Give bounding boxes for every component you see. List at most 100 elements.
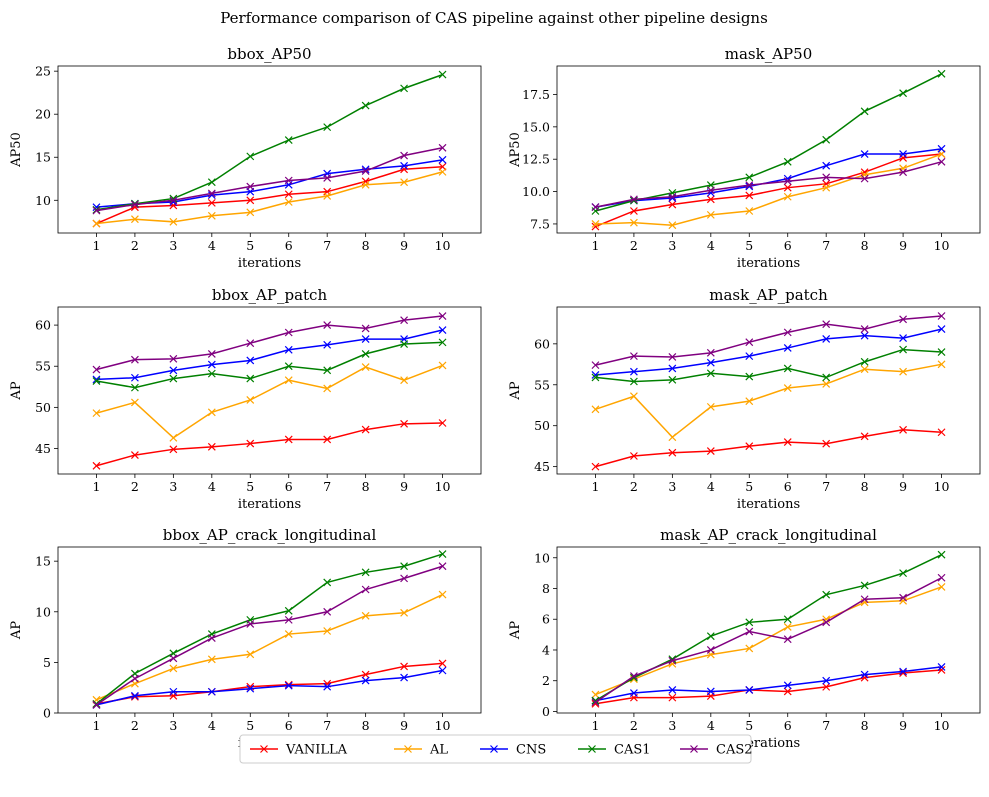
data-point-cns	[323, 340, 332, 349]
x-tick-label: 9	[400, 238, 408, 253]
data-point-vanilla	[361, 177, 370, 186]
data-point-cas1	[92, 377, 101, 385]
legend-marker	[404, 745, 412, 753]
data-point-cas2	[668, 353, 677, 361]
data-point-cns	[207, 360, 216, 369]
data-point-cns	[822, 335, 831, 343]
data-point-cns	[783, 681, 792, 690]
data-point-cas2	[860, 174, 869, 183]
x-tick-label: 1	[591, 238, 599, 253]
series-line-cas1	[95, 553, 443, 705]
data-point-vanilla	[361, 670, 370, 679]
x-tick-label: 10	[934, 479, 950, 494]
data-point-al	[323, 627, 332, 635]
data-point-vanilla	[822, 682, 831, 691]
x-tick-label: 10	[435, 718, 451, 733]
y-axis-label: AP50	[9, 132, 24, 168]
data-point-vanilla	[438, 659, 447, 668]
data-point-al	[668, 221, 677, 230]
x-tick-label: 5	[745, 718, 753, 733]
data-point-cas1	[822, 373, 831, 382]
x-axis-label: iterations	[737, 497, 800, 512]
y-tick-label: 50	[534, 418, 550, 433]
data-point-vanilla	[783, 687, 792, 696]
data-point-vanilla	[169, 445, 178, 454]
y-axis-label: AP	[9, 381, 24, 400]
x-tick-label: 2	[630, 238, 638, 253]
data-point-cns	[284, 345, 293, 354]
data-point-cas2	[438, 562, 447, 571]
data-point-vanilla	[400, 419, 409, 428]
panel-title: bbox_AP_crack_longitudinal	[163, 526, 377, 544]
data-point-cns	[668, 686, 677, 694]
data-point-cns	[860, 150, 869, 158]
data-point-cns	[860, 331, 869, 340]
y-tick-label: 2	[542, 673, 550, 688]
data-point-vanilla	[783, 183, 792, 192]
panel-bbox-ap50: bbox_AP50 1 2 3 4 5 6 7 8 9 10 10 15 20 25 iterations AP…	[9, 45, 482, 271]
data-point-cas1	[323, 123, 332, 132]
x-tick-label: 6	[784, 718, 792, 733]
data-point-al	[783, 623, 792, 631]
data-point-al	[899, 367, 908, 376]
data-point-al	[169, 217, 178, 226]
series-line-cas2	[595, 577, 942, 703]
data-point-cas2	[400, 574, 409, 583]
data-point-cas1	[361, 101, 370, 110]
y-axis-label: AP	[508, 621, 523, 640]
series-line-cas2	[595, 315, 942, 366]
x-tick-label: 3	[668, 238, 676, 253]
data-point-vanilla	[668, 693, 677, 702]
data-point-cas2	[783, 635, 792, 644]
data-point-cns	[130, 373, 139, 382]
data-point-al	[400, 608, 409, 617]
x-tick-label: 4	[208, 238, 216, 253]
data-point-vanilla	[130, 451, 139, 460]
data-point-al	[284, 630, 293, 638]
legend-label: CAS2	[716, 743, 753, 758]
x-tick-label: 8	[861, 479, 869, 494]
x-tick-label: 2	[630, 479, 638, 494]
y-tick-label: 6	[542, 612, 550, 627]
data-point-vanilla	[400, 165, 409, 174]
data-point-cns	[246, 356, 255, 365]
data-point-cns	[937, 662, 946, 671]
legend-entry-al: AL	[394, 743, 448, 758]
panel-title: mask_AP50	[725, 45, 812, 63]
legend-label: AL	[429, 743, 448, 758]
data-point-al	[284, 376, 293, 385]
y-tick-label: 5	[43, 655, 51, 670]
data-point-cns	[668, 364, 677, 373]
data-point-al	[92, 219, 101, 228]
data-point-cas1	[207, 369, 216, 378]
y-tick-label: 8	[542, 581, 550, 596]
data-point-cns	[745, 352, 754, 361]
data-point-cas1	[130, 199, 139, 208]
data-point-cas2	[591, 361, 600, 370]
y-tick-label: 10	[35, 604, 51, 619]
data-point-cns	[937, 144, 946, 153]
data-point-cas2	[246, 182, 255, 191]
axes-frame	[556, 546, 981, 714]
data-point-cas2	[745, 338, 754, 347]
x-tick-label: 3	[668, 718, 676, 733]
data-point-vanilla	[706, 195, 715, 204]
data-point-al	[745, 397, 754, 406]
data-point-vanilla	[246, 439, 255, 448]
data-point-cns	[706, 687, 715, 696]
axes-frame	[57, 546, 482, 714]
data-point-cas2	[207, 189, 216, 198]
data-point-vanilla	[591, 462, 600, 471]
data-point-al	[822, 183, 831, 192]
data-point-cas1	[400, 84, 409, 93]
data-point-cns	[284, 681, 293, 690]
data-point-cas2	[937, 312, 946, 320]
y-tick-label: 45	[534, 459, 550, 474]
data-point-al	[783, 384, 792, 392]
data-point-cas2	[92, 365, 101, 374]
data-point-cns	[400, 673, 409, 682]
data-point-cas2	[169, 196, 178, 205]
axes-frame	[556, 65, 981, 234]
data-point-al	[783, 192, 792, 201]
